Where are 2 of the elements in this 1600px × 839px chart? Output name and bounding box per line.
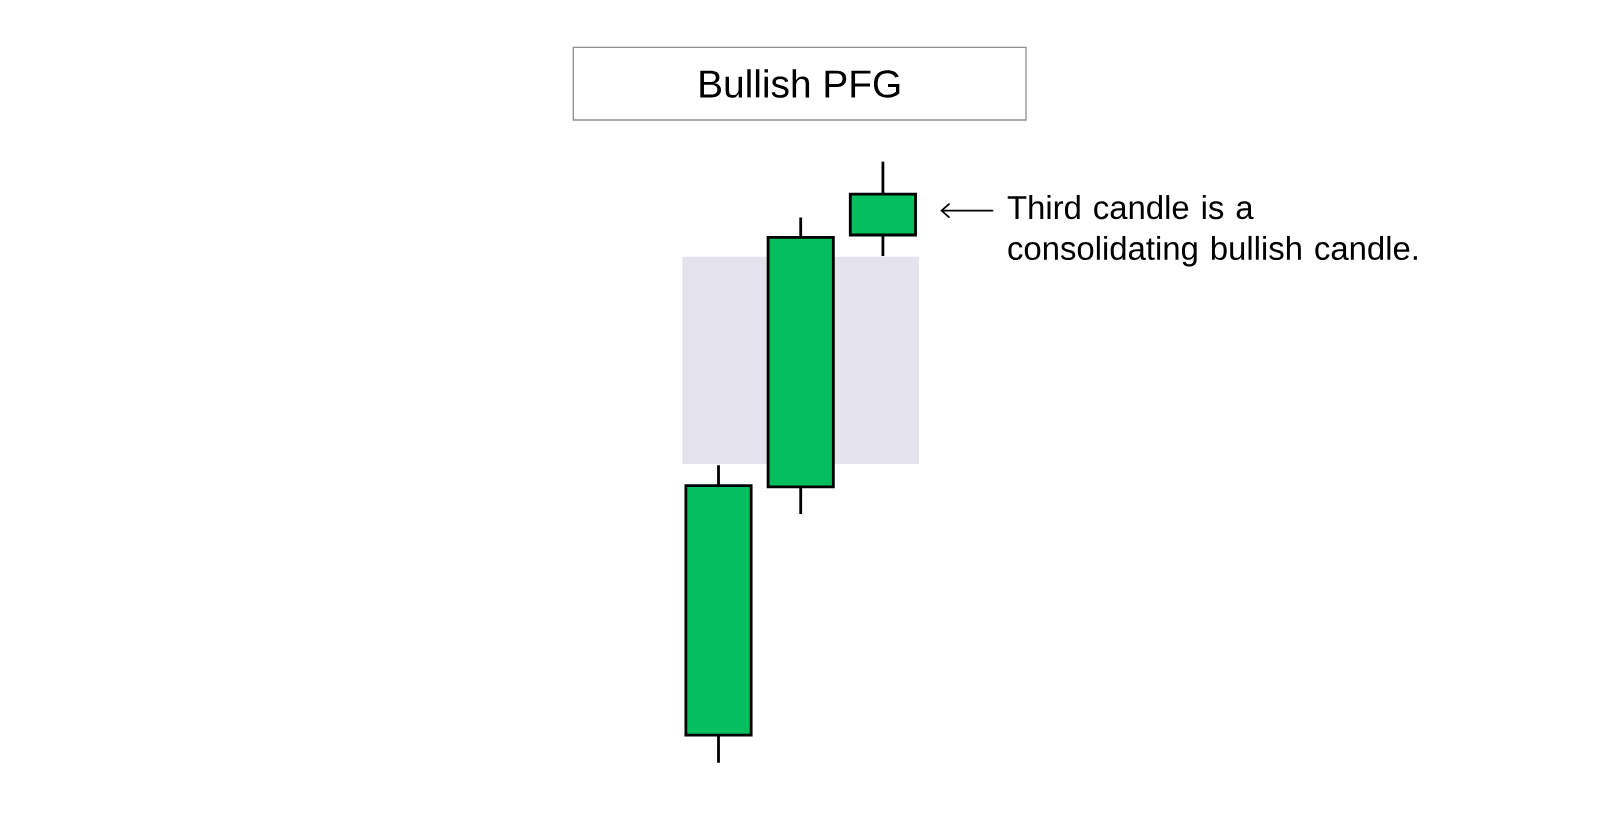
- text: Third candle is a consolidating bullish candle.: [1007, 195, 1417, 267]
- chart-title: Bullish PFG: [700, 69, 900, 98]
